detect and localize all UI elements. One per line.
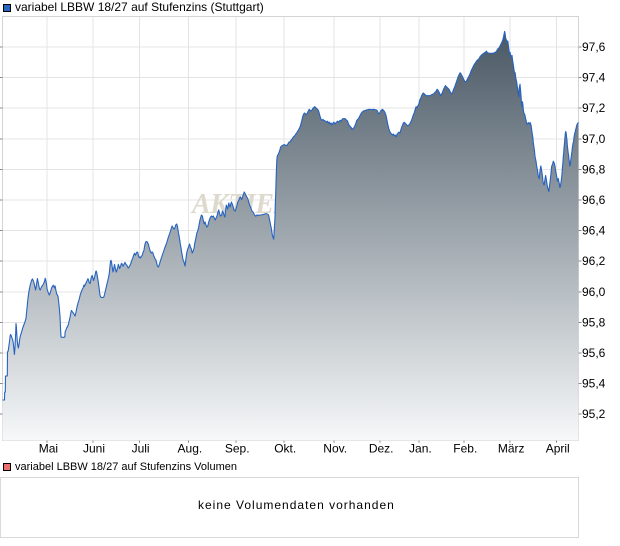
svg-text:95,8: 95,8 — [582, 315, 606, 329]
svg-text:97,2: 97,2 — [582, 101, 606, 115]
svg-text:März: März — [498, 442, 525, 456]
svg-text:97,0: 97,0 — [582, 132, 606, 146]
svg-text:Mai: Mai — [39, 442, 58, 456]
svg-text:95,6: 95,6 — [582, 346, 606, 360]
svg-text:96,2: 96,2 — [582, 254, 606, 268]
svg-text:Okt.: Okt. — [274, 442, 296, 456]
svg-text:96,0: 96,0 — [582, 285, 606, 299]
svg-text:95,2: 95,2 — [582, 407, 606, 421]
svg-text:96,8: 96,8 — [582, 162, 606, 176]
svg-text:97,6: 97,6 — [582, 40, 606, 54]
svg-text:April: April — [546, 442, 570, 456]
svg-text:96,4: 96,4 — [582, 224, 606, 238]
svg-text:Juni: Juni — [83, 442, 105, 456]
svg-text:Juli: Juli — [132, 442, 150, 456]
svg-text:Feb.: Feb. — [453, 442, 477, 456]
svg-text:96,6: 96,6 — [582, 193, 606, 207]
svg-text:Dez.: Dez. — [369, 442, 394, 456]
svg-text:Nov.: Nov. — [323, 442, 347, 456]
svg-text:Aug.: Aug. — [178, 442, 203, 456]
svg-text:Sep.: Sep. — [225, 442, 250, 456]
svg-text:95,4: 95,4 — [582, 377, 606, 391]
svg-text:97,4: 97,4 — [582, 71, 606, 85]
svg-text:Jan.: Jan. — [409, 442, 432, 456]
